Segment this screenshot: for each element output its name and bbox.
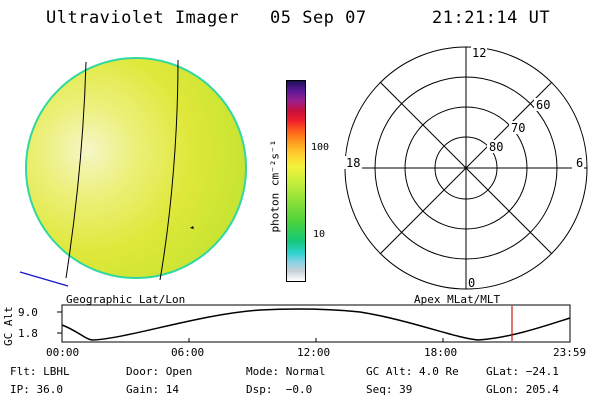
colorbar-tick-10: 10 bbox=[313, 229, 326, 240]
instrument-title: Ultraviolet Imager bbox=[46, 8, 240, 28]
mlat-label-80: 80 bbox=[489, 140, 503, 154]
longitude-line bbox=[65, 61, 87, 279]
altitude-curve bbox=[61, 308, 571, 341]
door-status: Door: Open bbox=[126, 365, 193, 378]
sequence-value: Seq: 39 bbox=[366, 383, 413, 396]
intensity-colorbar bbox=[286, 80, 306, 282]
earth-disk bbox=[25, 57, 247, 279]
coastline-mark bbox=[190, 226, 194, 229]
altitude-axis-label: GC Alt bbox=[2, 306, 15, 346]
mlt-label-6: 6 bbox=[576, 156, 583, 170]
geo-latitude-value: GLat: −24.1 bbox=[486, 365, 559, 378]
altitude-plot-frame bbox=[61, 304, 571, 343]
colorbar-tick-100: 100 bbox=[311, 142, 330, 153]
terminator-line bbox=[19, 271, 69, 287]
ip-value: IP: 36.0 bbox=[10, 383, 63, 396]
time-tick-2359: 23:59 bbox=[553, 346, 587, 359]
mode-value: Mode: Normal bbox=[246, 365, 326, 378]
altitude-plot: 9.0 1.8 GC Alt bbox=[2, 304, 571, 346]
time-tick-0000: 00:00 bbox=[46, 346, 80, 359]
apex-label: Apex MLat/MLT bbox=[414, 293, 501, 306]
filter-value: Flt: LBHL bbox=[10, 365, 70, 378]
image-date: 05 Sep 07 bbox=[270, 8, 367, 28]
mlat-label-70: 70 bbox=[511, 121, 525, 135]
geo-longitude-value: GLon: 205.4 bbox=[486, 383, 559, 396]
display-value: Dsp: −0.0 bbox=[246, 383, 313, 396]
mlt-label-18: 18 bbox=[346, 156, 360, 170]
image-time: 21:21:14 UT bbox=[432, 8, 551, 28]
mlt-label-12: 12 bbox=[472, 46, 486, 60]
alt-tick-1-8: 1.8 bbox=[18, 327, 38, 340]
time-tick-1200: 12:00 bbox=[297, 346, 331, 359]
polar-diagonal bbox=[379, 81, 553, 255]
colorbar-unit-label: photon cm⁻²s⁻¹ bbox=[268, 139, 282, 233]
gc-altitude-value: GC Alt: 4.0 Re bbox=[366, 365, 459, 378]
polar-mlt-plot: 12 6 0 18 60 70 80 bbox=[344, 46, 588, 290]
geographic-label: Geographic Lat/Lon bbox=[66, 293, 186, 306]
time-tick-0600: 06:00 bbox=[171, 346, 205, 359]
time-tick-1800: 18:00 bbox=[424, 346, 458, 359]
mlat-label-60: 60 bbox=[536, 98, 550, 112]
mlt-label-0: 0 bbox=[468, 276, 475, 290]
uv-earth-image bbox=[19, 57, 247, 287]
gain-value: Gain: 14 bbox=[126, 383, 179, 396]
alt-tick-9: 9.0 bbox=[18, 306, 38, 319]
longitude-line bbox=[159, 59, 179, 281]
